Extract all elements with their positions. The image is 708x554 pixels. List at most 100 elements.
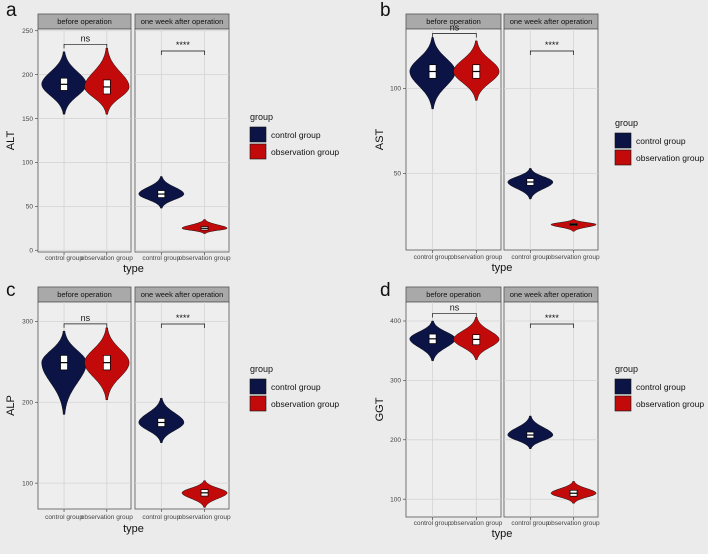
plot-area <box>503 28 599 251</box>
legend: group control group observation group <box>249 112 339 160</box>
x-tick-label: observation group <box>450 520 502 527</box>
legend-title: group <box>615 364 638 374</box>
legend-key-control <box>614 132 632 149</box>
significance-label: ns <box>450 302 460 312</box>
y-tick-label: 100 <box>22 160 33 167</box>
legend-key-observation <box>614 395 632 412</box>
legend-key-control <box>614 378 632 395</box>
plot-area <box>134 301 230 510</box>
panel-c: c ALP 100 200 300 before operation ns control g… <box>5 280 339 535</box>
x-tick-label: control group <box>414 520 452 527</box>
y-axis-title: ALT <box>5 131 17 151</box>
x-tick-label: control group <box>45 255 83 262</box>
x-tick-label: control group <box>511 254 549 261</box>
y-tick-label: 100 <box>22 480 33 487</box>
x-tick-label: observation group <box>179 255 231 262</box>
facet-strip-label: one week after operation <box>141 17 224 26</box>
x-tick-label: observation group <box>450 254 502 261</box>
facet-strip-label: before operation <box>57 290 112 299</box>
legend-key-observation <box>249 395 267 412</box>
facet-before: before operation ns control groupobservati… <box>35 286 133 521</box>
legend-key-control <box>249 378 267 395</box>
facet-after: one week after operation **** control grou… <box>503 286 600 527</box>
legend-label: control group <box>636 382 686 392</box>
plot-area <box>503 301 599 518</box>
y-tick-label: 50 <box>394 171 402 178</box>
y-tick-label: 200 <box>390 437 401 444</box>
y-tick-label: 400 <box>390 318 401 325</box>
x-axis-title: type <box>492 528 513 540</box>
legend-label: control group <box>271 130 321 140</box>
significance-label: ns <box>450 23 460 33</box>
x-tick-label: observation group <box>548 254 600 261</box>
significance-bracket <box>63 323 108 328</box>
y-tick-label: 300 <box>390 378 401 385</box>
x-axis-title: type <box>492 262 513 274</box>
legend-label: observation group <box>636 399 704 409</box>
y-tick-label: 0 <box>29 247 33 254</box>
panel-a: a ALT 0 50 100 150 200 250 before operation ns con… <box>5 0 339 275</box>
x-tick-label: control group <box>142 255 180 262</box>
y-axis-title: GGT <box>374 397 386 421</box>
plot-area <box>37 28 132 253</box>
significance-bracket <box>432 313 477 318</box>
legend-key-observation <box>614 149 632 166</box>
facet-after: one week after operation **** control grou… <box>134 286 231 521</box>
x-axis-title: type <box>123 523 144 535</box>
facet-strip-label: one week after operation <box>510 17 593 26</box>
legend-label: control group <box>271 382 321 392</box>
facet-strip-label: one week after operation <box>510 290 593 299</box>
legend-label: observation group <box>271 399 339 409</box>
legend-key-observation <box>249 143 267 160</box>
x-tick-label: control group <box>511 520 549 527</box>
significance-label: ns <box>81 313 91 323</box>
y-tick-label: 300 <box>22 319 33 326</box>
legend-key-control <box>249 126 267 143</box>
facet-after: one week after operation **** control grou… <box>503 13 600 261</box>
significance-label: ns <box>81 33 91 43</box>
y-tick-label: 200 <box>22 399 33 406</box>
facet-strip-label: before operation <box>57 17 112 26</box>
significance-label: **** <box>545 313 560 323</box>
x-tick-label: control group <box>414 254 452 261</box>
y-axis-title: ALP <box>5 395 17 416</box>
facet-strip-label: before operation <box>426 17 481 26</box>
x-tick-label: observation group <box>548 520 600 527</box>
y-tick-label: 100 <box>390 86 401 93</box>
significance-bracket <box>529 50 574 55</box>
legend: group control group observation group <box>614 364 704 412</box>
significance-bracket <box>160 50 205 55</box>
x-tick-label: control group <box>45 514 83 521</box>
panel-letter: a <box>6 0 17 21</box>
significance-bracket <box>160 323 205 328</box>
facet-strip-label: before operation <box>426 290 481 299</box>
legend-label: observation group <box>636 153 704 163</box>
x-tick-label: observation group <box>179 514 231 521</box>
significance-bracket <box>529 323 574 328</box>
x-axis-title: type <box>123 263 144 275</box>
significance-label: **** <box>545 40 560 50</box>
x-tick-label: observation group <box>81 255 133 262</box>
facet-after: one week after operation **** control grou… <box>134 13 231 262</box>
panel-letter: d <box>380 280 391 301</box>
facet-before: before operation ns control groupobservati… <box>403 286 503 527</box>
x-tick-label: observation group <box>81 514 133 521</box>
legend: group control group observation group <box>614 118 704 166</box>
legend-label: observation group <box>271 147 339 157</box>
panel-letter: c <box>6 280 16 301</box>
legend-label: control group <box>636 136 686 146</box>
panel-letter: b <box>380 0 391 21</box>
legend-title: group <box>615 118 638 128</box>
y-tick-label: 150 <box>22 116 33 123</box>
y-tick-label: 200 <box>22 72 33 79</box>
plot-area <box>134 28 230 253</box>
y-tick-label: 50 <box>26 204 34 211</box>
significance-bracket <box>63 43 108 49</box>
y-tick-label: 100 <box>390 496 401 503</box>
significance-label: **** <box>176 40 191 50</box>
facet-strip-label: one week after operation <box>141 290 224 299</box>
legend-title: group <box>250 112 273 122</box>
significance-bracket <box>432 33 477 38</box>
y-axis-title: AST <box>374 129 386 151</box>
